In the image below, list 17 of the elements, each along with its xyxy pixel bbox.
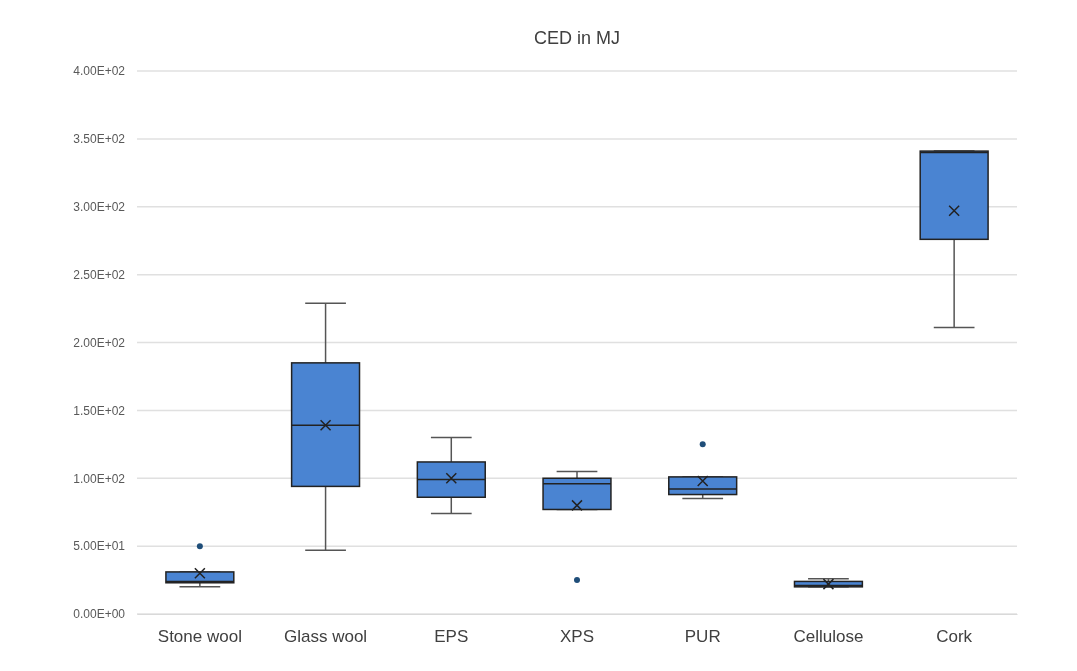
chart-title: CED in MJ <box>533 28 621 48</box>
x-tick-label: Glass wool <box>284 627 368 647</box>
y-tick-label: 1.00E+02 <box>73 471 126 486</box>
x-tick-label: Cork <box>936 627 973 647</box>
y-tick-label: 3.00E+02 <box>73 200 126 215</box>
x-tick-label: PUR <box>684 627 721 647</box>
y-tick-label: 0.00E+00 <box>73 607 126 622</box>
x-tick-label: EPS <box>434 627 469 647</box>
y-tick-label: 2.00E+02 <box>73 335 126 350</box>
y-tick-label: 4.00E+02 <box>73 64 126 79</box>
y-tick-label: 5.00E+01 <box>73 539 126 554</box>
y-tick-label: 2.50E+02 <box>73 267 126 282</box>
x-tick-label: XPS <box>559 627 595 647</box>
y-tick-label: 3.50E+02 <box>73 132 126 147</box>
y-tick-label: 1.50E+02 <box>73 403 126 418</box>
x-tick-label: Cellulose <box>793 627 864 647</box>
x-tick-label: Stone wool <box>157 627 242 647</box>
